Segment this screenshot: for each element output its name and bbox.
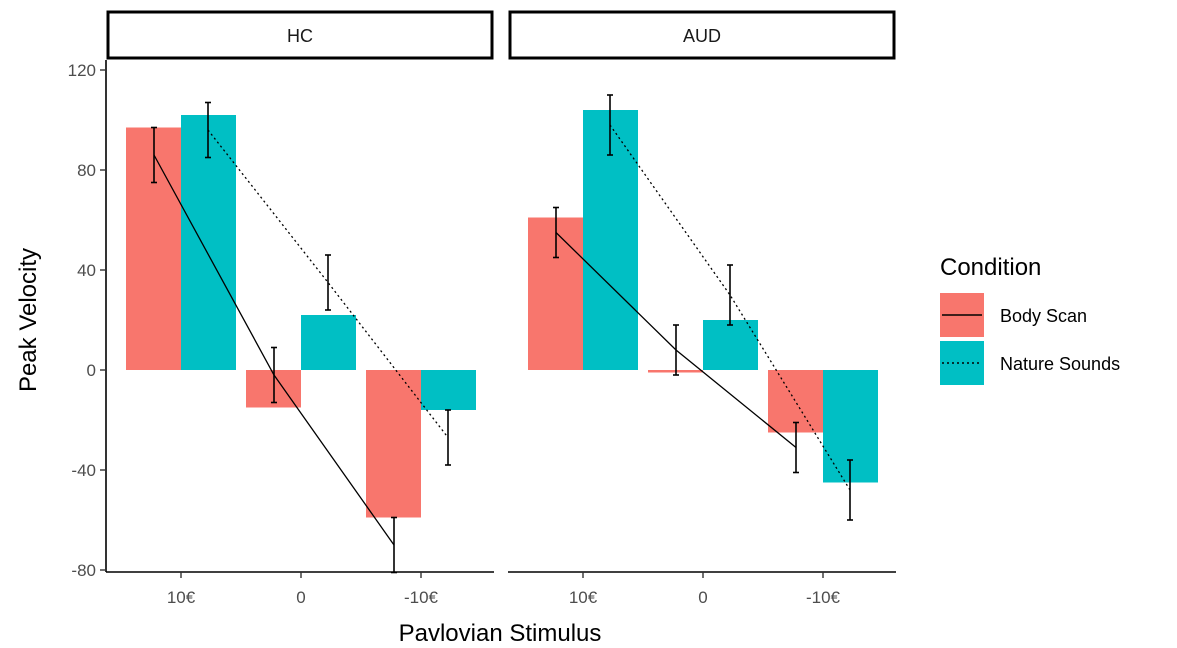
error-bar [553,206,559,259]
series-line [609,124,851,491]
panel-aud: AUD 10€ 0 -10€ [508,10,896,607]
error-bar [391,516,397,574]
y-axis-title: Peak Velocity [15,248,42,392]
bar [301,315,356,370]
error-bar [847,459,853,521]
y-tick-label: 40 [77,261,96,280]
x-tick-label: 10€ [569,588,598,607]
x-tick-label: 0 [296,588,305,607]
strip-label-hc: HC [287,26,313,46]
x-tick-label: -10€ [806,588,841,607]
bar [421,370,476,410]
error-bar [151,126,157,184]
y-axis: -80 -40 0 40 80 120 [68,60,107,580]
y-tick-label: 120 [68,61,96,80]
y-tick-label: 0 [87,361,96,380]
legend-label: Nature Sounds [1000,354,1120,374]
error-bar [727,264,733,326]
error-bar [445,409,451,466]
bar [366,370,421,518]
y-tick-label: 80 [77,161,96,180]
error-bar [607,94,613,156]
legend-item: Body Scan [940,293,1087,337]
panels: HC 10€ 0 -10€ AUD 10€ 0 -10€ [106,10,896,607]
error-bar [793,421,799,474]
error-bar [271,346,277,404]
legend-title: Condition [940,254,1041,281]
strip-label-aud: AUD [683,26,721,46]
bar [703,320,758,370]
x-tick-label: -10€ [404,588,439,607]
legend-item: Nature Sounds [940,341,1120,385]
legend: Condition Body Scan Nature Sounds [940,254,1120,385]
x-tick-label: 0 [698,588,707,607]
error-bar [205,101,211,159]
strip-box [508,10,896,60]
legend-items: Body Scan Nature Sounds [940,293,1120,385]
strip-box [106,10,494,60]
y-tick-label: -80 [71,561,96,580]
error-bar [673,324,679,376]
panel-hc: HC 10€ 0 -10€ [106,10,494,607]
legend-label: Body Scan [1000,306,1087,326]
x-axis-title: Pavlovian Stimulus [399,620,602,647]
y-tick-label: -40 [71,461,96,480]
error-bar [325,254,331,311]
x-tick-label: 10€ [167,588,196,607]
